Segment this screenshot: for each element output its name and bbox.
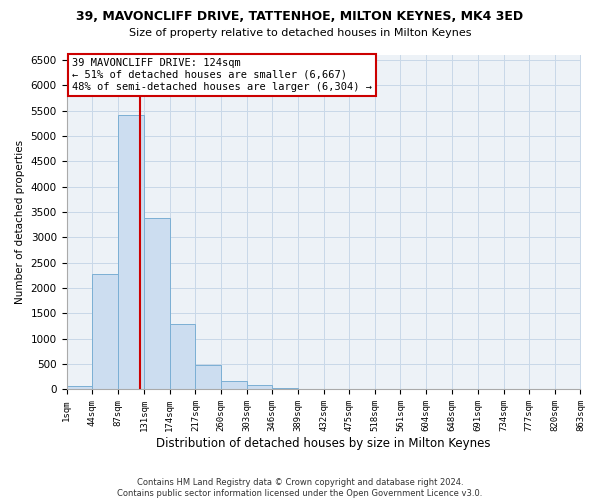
Bar (221, 380, 247, 390)
Bar (272, 388, 298, 390)
Bar (118, 114, 144, 390)
Bar (67, 386, 92, 390)
Text: 39, MAVONCLIFF DRIVE, TATTENHOE, MILTON KEYNES, MK4 3ED: 39, MAVONCLIFF DRIVE, TATTENHOE, MILTON … (76, 10, 524, 23)
Text: 39 MAVONCLIFF DRIVE: 124sqm
← 51% of detached houses are smaller (6,667)
48% of : 39 MAVONCLIFF DRIVE: 124sqm ← 51% of det… (71, 58, 371, 92)
Bar (247, 385, 272, 390)
Bar (196, 366, 221, 390)
Bar (92, 274, 118, 390)
Text: Size of property relative to detached houses in Milton Keynes: Size of property relative to detached ho… (129, 28, 471, 38)
Bar (144, 218, 170, 390)
Text: Contains HM Land Registry data © Crown copyright and database right 2024.
Contai: Contains HM Land Registry data © Crown c… (118, 478, 482, 498)
X-axis label: Distribution of detached houses by size in Milton Keynes: Distribution of detached houses by size … (156, 437, 491, 450)
Bar (298, 389, 323, 390)
Y-axis label: Number of detached properties: Number of detached properties (15, 140, 25, 304)
Bar (170, 324, 196, 390)
